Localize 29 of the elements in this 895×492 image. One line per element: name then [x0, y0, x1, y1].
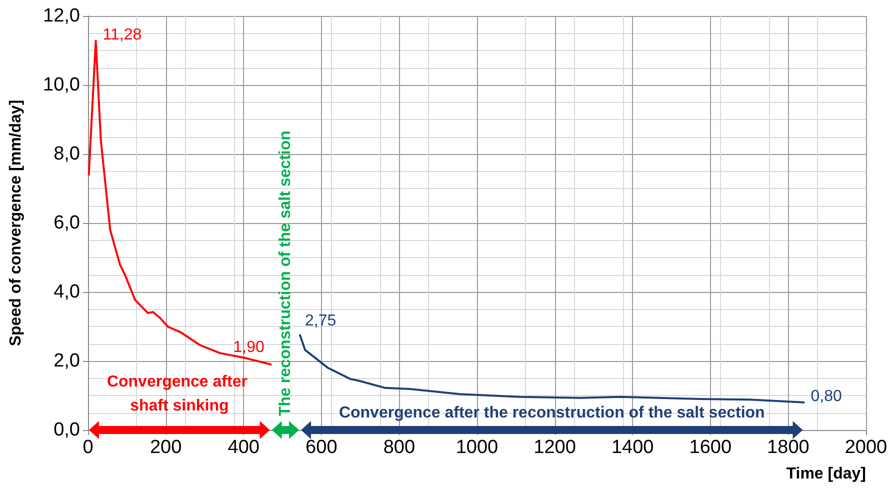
y-tick-label: 10,0 — [43, 74, 80, 96]
x-tick-label: 1600 — [689, 437, 732, 458]
line-series — [88, 40, 272, 366]
x-tick-label: 2000 — [844, 437, 888, 458]
x-tick-label: 1400 — [611, 437, 654, 458]
data-label: 0,80 — [810, 388, 842, 405]
x-tick-label: 800 — [383, 437, 416, 458]
annotation: The reconstruction of the salt section — [276, 130, 294, 416]
data-label: 1,90 — [233, 338, 264, 356]
line-series — [299, 334, 805, 404]
y-tick-label: 12,0 — [43, 6, 80, 26]
x-tick-label: 1000 — [456, 437, 498, 458]
y-tick-label: 6,0 — [54, 212, 80, 234]
x-tick-label: 600 — [306, 437, 338, 458]
x-axis-title: Time [day] — [786, 466, 866, 482]
x-tick-label: 1800 — [767, 437, 810, 458]
y-tick-label: 0,0 — [54, 420, 80, 440]
x-tick-label: 1200 — [534, 437, 576, 458]
annotation: Convergence after shaft sinking — [106, 374, 252, 414]
annotation: Convergence after the reconstruction of the salt section — [338, 404, 765, 422]
y-tick-label: 8,0 — [54, 144, 80, 164]
data-label: 11,28 — [102, 26, 142, 44]
data-label: 2,75 — [305, 312, 336, 330]
y-axis-title: Speed of convergence [mm/day] — [8, 100, 24, 346]
x-tick-label: 200 — [150, 437, 182, 458]
y-tick-label: 4,0 — [54, 282, 80, 302]
x-tick-label: 0 — [82, 437, 94, 458]
x-tick-label: 400 — [228, 437, 260, 458]
y-tick-label: 2,0 — [54, 350, 80, 372]
